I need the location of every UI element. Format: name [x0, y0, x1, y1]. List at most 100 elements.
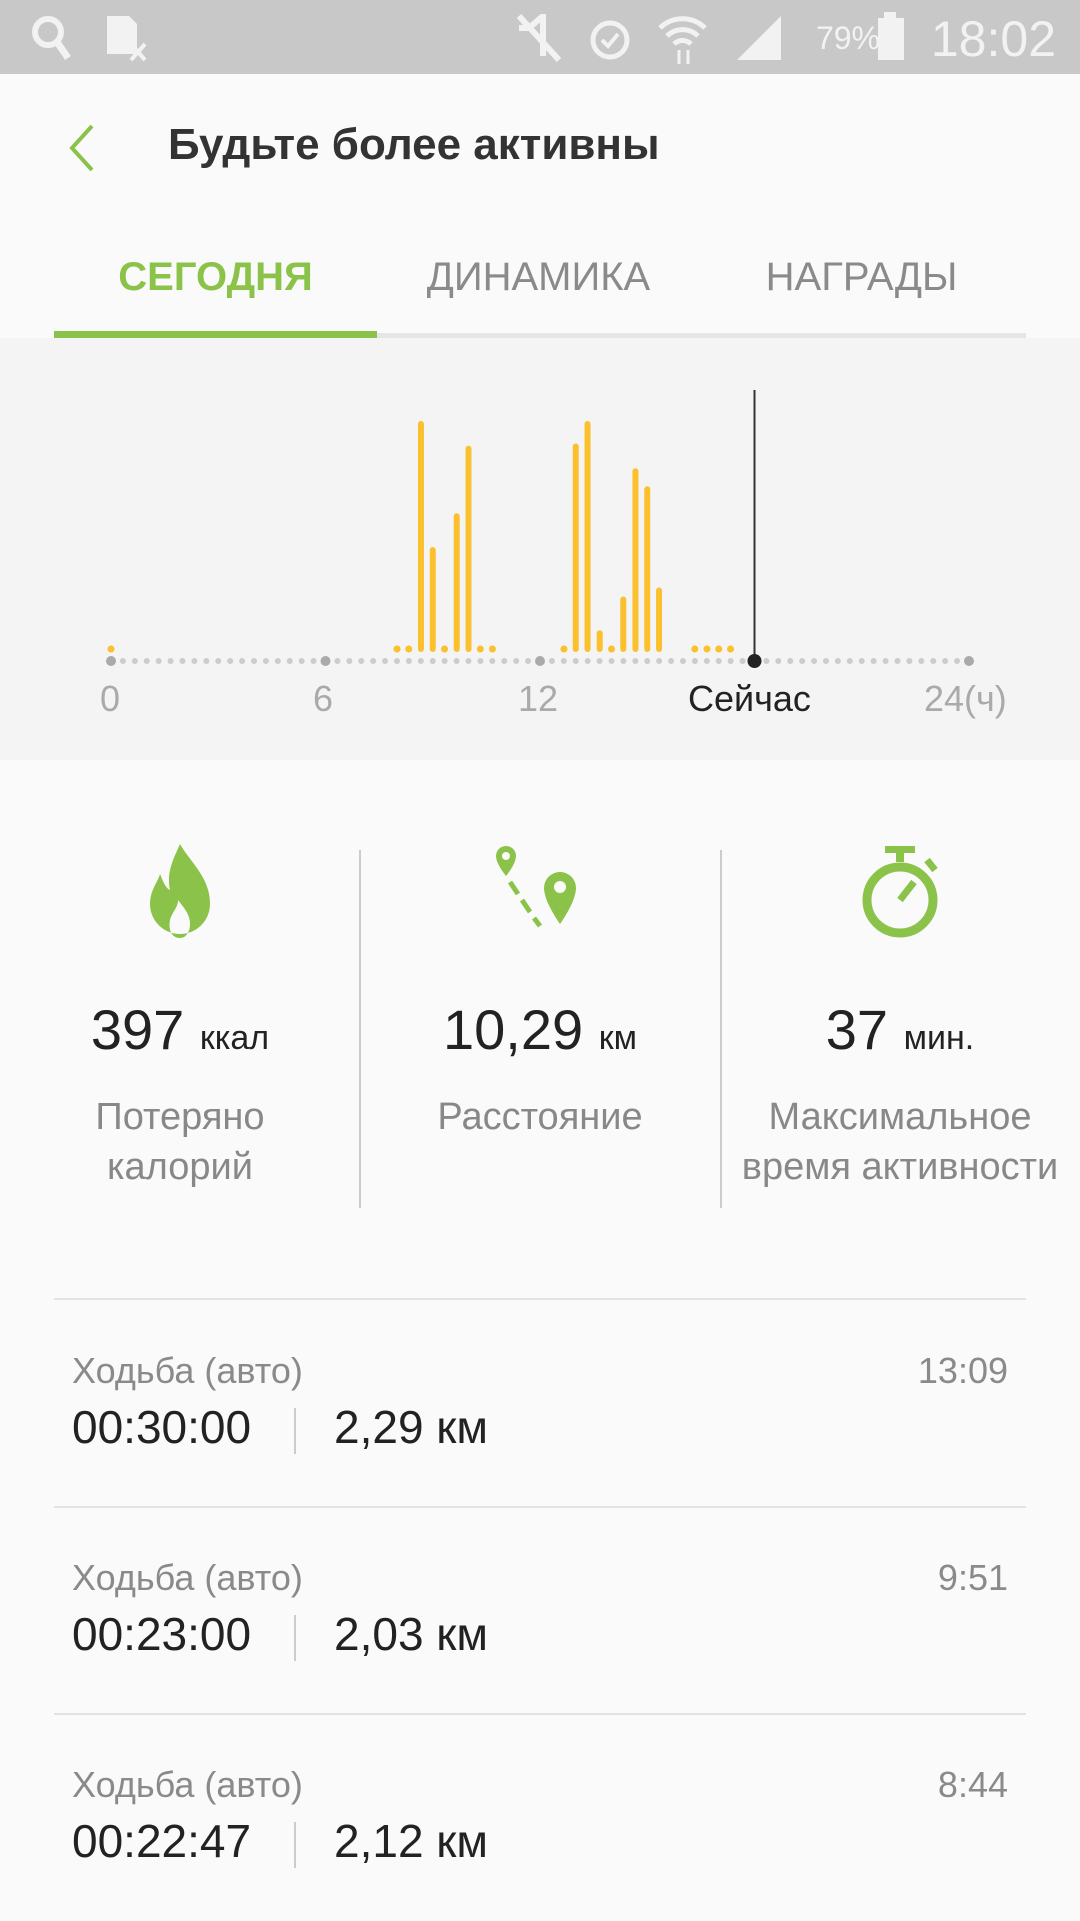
- activity-chart-svg: [106, 390, 974, 668]
- activity-dot: [691, 645, 699, 653]
- tab-today[interactable]: СЕГОДНЯ: [118, 255, 313, 299]
- axis-dot: [155, 658, 162, 664]
- divider: [54, 1298, 1026, 1300]
- list-item[interactable]: Ходьба (авто) 9:51 00:23:00 2,03 км: [72, 1557, 1008, 1661]
- axis-dot: [429, 658, 436, 664]
- activity-dot: [476, 645, 484, 653]
- axis-dot: [131, 658, 138, 664]
- axis-dot: [525, 658, 532, 664]
- divider: [54, 1713, 1026, 1715]
- stat-active-time: 37 мин. Максимальное время активности: [720, 842, 1080, 1192]
- axis-dot: [320, 656, 331, 666]
- axis-dot: [465, 658, 472, 664]
- axis-dot: [286, 658, 293, 664]
- axis-dot: [251, 658, 257, 664]
- stat-calories: 397 ккал Потеряно калорий: [0, 842, 360, 1192]
- axis-dot: [358, 658, 365, 664]
- axis-dot: [203, 658, 210, 664]
- axis-dot: [644, 658, 651, 664]
- search-icon: [32, 16, 71, 60]
- axis-dot: [632, 658, 639, 664]
- axis-dot: [703, 658, 710, 664]
- axis-dot: [453, 658, 460, 664]
- axis-dot: [417, 658, 424, 664]
- tab-awards[interactable]: НАГРАДЫ: [765, 255, 958, 299]
- page-title: Будьте более активны: [168, 120, 660, 169]
- list-item[interactable]: Ходьба (авто) 13:09 00:30:00 2,29 км: [72, 1350, 1008, 1454]
- activity-dot: [560, 645, 568, 653]
- axis-dot: [548, 658, 555, 664]
- list-item[interactable]: Ходьба (авто) 8:44 00:22:47 2,12 км: [72, 1764, 1008, 1868]
- alarm-icon: [590, 20, 630, 60]
- sim-off-icon: [107, 16, 147, 62]
- back-button[interactable]: [62, 120, 102, 176]
- axis-dot: [715, 658, 722, 664]
- axis-dot: [513, 658, 520, 664]
- axis-dot: [501, 658, 508, 664]
- activity-dot: [393, 645, 401, 653]
- activity-dot: [608, 645, 615, 653]
- activity-dot: [488, 645, 496, 653]
- axis-dot: [106, 656, 116, 666]
- divider: [54, 1506, 1026, 1508]
- axis-dot: [441, 658, 448, 664]
- tab-track: [54, 333, 1026, 338]
- activity-chart: 0 6 12 Сейчас 24(ч): [0, 338, 1080, 760]
- axis-dot: [930, 658, 937, 664]
- axis-dot: [143, 658, 150, 664]
- activity-dot: [441, 645, 449, 653]
- activity-dot: [107, 645, 115, 653]
- tick-label-12: 12: [518, 678, 559, 719]
- axis-dot: [691, 658, 698, 664]
- battery-icon: [878, 12, 904, 60]
- divider: [720, 850, 722, 1208]
- clock: 18:02: [930, 11, 1056, 67]
- axis-dot: [227, 658, 234, 664]
- stat-distance: 10,29 км Расстояние: [360, 842, 720, 1142]
- axis-dot: [870, 658, 877, 664]
- axis-dot: [894, 658, 901, 664]
- tick-label-6: 6: [313, 678, 334, 719]
- now-marker: [747, 654, 762, 668]
- axis-dot: [608, 658, 615, 664]
- axis-dot: [179, 658, 186, 664]
- axis-dot: [787, 658, 794, 664]
- axis-dot: [656, 658, 663, 664]
- axis-dot: [191, 658, 198, 664]
- distance-value: 10,29 км: [443, 998, 637, 1061]
- active-time-value: 37 мин.: [825, 998, 975, 1061]
- axis-dot: [668, 658, 675, 664]
- wifi-icon: [658, 16, 707, 64]
- axis-dot: [620, 658, 627, 664]
- axis-dot: [119, 658, 126, 664]
- axis-dot: [739, 658, 746, 664]
- axis-dot: [858, 658, 865, 664]
- axis-dot: [215, 658, 222, 664]
- tick-label-now: Сейчас: [688, 678, 811, 719]
- active-time-label: Максимальное время активности: [741, 1096, 1059, 1188]
- axis-dot: [954, 658, 961, 664]
- activity-dot: [715, 645, 723, 653]
- signal-icon: [737, 16, 781, 60]
- axis-dot: [382, 658, 389, 664]
- axis-dot: [535, 656, 545, 666]
- axis-dot: [584, 658, 591, 664]
- tick-label-0: 0: [100, 678, 121, 719]
- axis-dot: [370, 658, 377, 664]
- axis-dot: [239, 658, 246, 664]
- axis-dot: [882, 658, 889, 664]
- axis-dot: [763, 658, 770, 664]
- flame-icon: [150, 844, 210, 938]
- axis-dot: [310, 658, 317, 664]
- axis-dot: [572, 658, 579, 664]
- distance-label: Расстояние: [437, 1096, 643, 1138]
- axis-dot: [680, 658, 686, 664]
- axis-dot: [596, 658, 603, 664]
- axis-dot: [560, 658, 567, 664]
- tab-dynamics[interactable]: ДИНАМИКА: [426, 255, 651, 299]
- axis-dot: [405, 658, 412, 664]
- axis-dot: [477, 658, 484, 664]
- tick-label-24: 24(ч): [924, 678, 1007, 719]
- axis-dot: [727, 658, 734, 664]
- axis-dot: [964, 656, 974, 666]
